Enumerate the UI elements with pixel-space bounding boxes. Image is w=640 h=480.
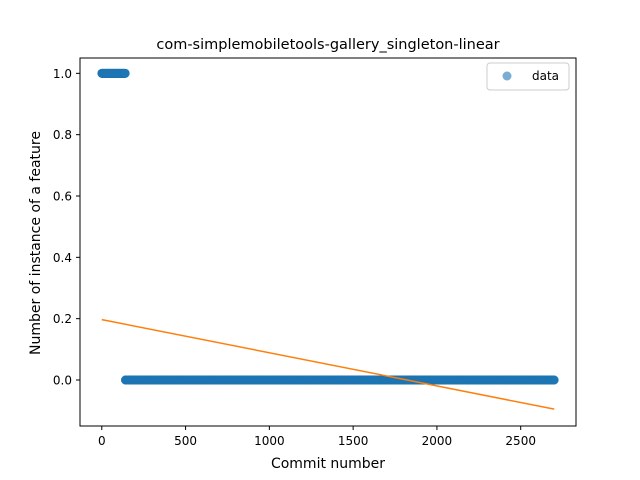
x-tick-label: 1000 xyxy=(254,434,285,448)
legend-box xyxy=(486,62,570,91)
linear-fit-line xyxy=(101,318,555,410)
legend-label-data: data xyxy=(532,69,559,83)
x-axis-label: Commit number xyxy=(271,456,385,472)
x-axis: 0 500 1000 1500 2000 2500 xyxy=(98,426,536,448)
y-tick-label: 0.4 xyxy=(53,251,72,265)
x-tick-label: 2500 xyxy=(505,434,536,448)
legend: data xyxy=(486,62,570,91)
y-axis: 0.0 0.2 0.4 0.6 0.8 1.0 xyxy=(53,67,80,388)
y-tick-label: 0.6 xyxy=(53,190,72,204)
y-axis-label: Number of instance of a feature xyxy=(28,131,44,355)
data-point xyxy=(549,375,559,385)
data-point xyxy=(120,68,130,78)
y-tick-label: 0.0 xyxy=(53,374,72,388)
y-tick-label: 0.2 xyxy=(53,312,72,326)
chart-title: com-simplemobiletools-gallery_singleton-… xyxy=(156,37,499,53)
data-points-0-1 xyxy=(120,375,559,385)
legend-marker-data xyxy=(502,71,512,81)
x-tick-label: 2000 xyxy=(422,434,453,448)
plot-area xyxy=(97,68,559,410)
x-tick-label: 0 xyxy=(98,434,106,448)
y-tick-label: 0.8 xyxy=(53,128,72,142)
data-points-0-0 xyxy=(97,68,130,78)
x-tick-label: 1500 xyxy=(338,434,369,448)
y-tick-label: 1.0 xyxy=(53,67,72,81)
axes-frame xyxy=(79,57,577,427)
x-tick-label: 500 xyxy=(174,434,197,448)
